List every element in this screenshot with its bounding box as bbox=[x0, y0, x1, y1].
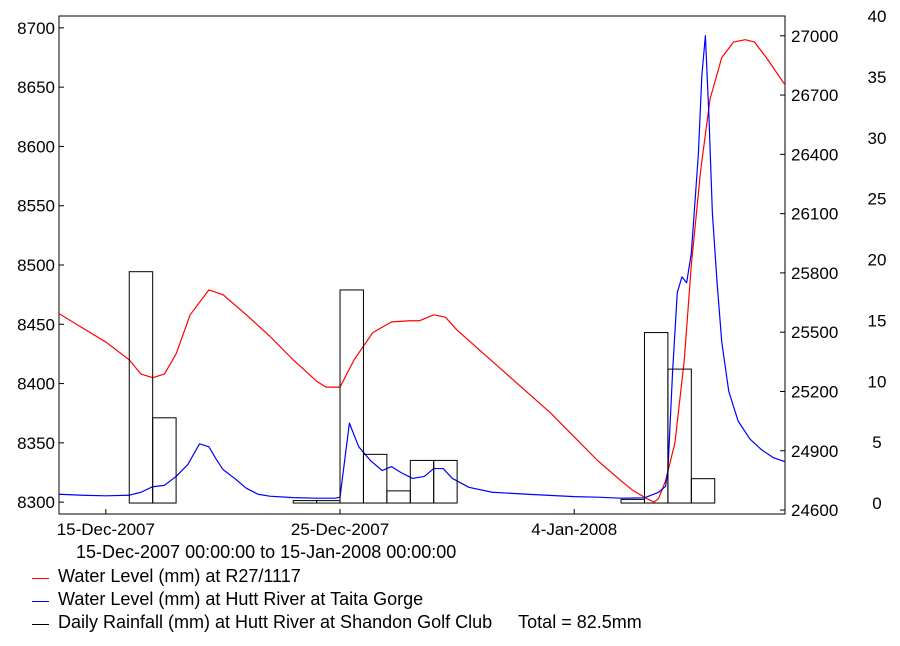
left-tick-label: 8500 bbox=[17, 256, 55, 275]
right-tick-label: 24900 bbox=[791, 442, 838, 461]
rainfall-bar bbox=[152, 417, 177, 504]
right-tick-label: 26400 bbox=[791, 145, 838, 164]
rainfall-tick-label: 5 bbox=[872, 433, 881, 452]
right-tick-label: 26100 bbox=[791, 205, 838, 224]
right-tick-label: 27000 bbox=[791, 27, 838, 46]
series-line-1 bbox=[59, 35, 785, 499]
legend-rainfall-total: Total = 82.5mm bbox=[518, 612, 642, 632]
legend-label-taita: Water Level (mm) at Hutt River at Taita … bbox=[58, 589, 424, 609]
series-layer bbox=[59, 35, 785, 504]
rainfall-bar bbox=[339, 289, 364, 504]
rainfall-bar bbox=[409, 459, 435, 504]
rainfall-bar bbox=[620, 498, 645, 504]
left-tick-label: 8700 bbox=[17, 19, 55, 38]
legend-swatch-taita bbox=[32, 601, 49, 602]
left-tick-label: 8400 bbox=[17, 375, 55, 394]
rainfall-bar bbox=[386, 490, 411, 504]
legend-swatch-r27 bbox=[32, 578, 49, 579]
legend-item-r27: Water Level (mm) at R27/1117 bbox=[0, 566, 900, 589]
rainfall-tick-label: 30 bbox=[868, 129, 887, 148]
rainfall-tick-label: 20 bbox=[868, 251, 887, 270]
legend-item-taita: Water Level (mm) at Hutt River at Taita … bbox=[0, 589, 900, 612]
plot-frame bbox=[58, 15, 786, 515]
legend-item-rainfall: Daily Rainfall (mm) at Hutt River at Sha… bbox=[0, 612, 900, 635]
rainfall-bar bbox=[362, 453, 388, 504]
rainfall-bar bbox=[690, 478, 716, 504]
rainfall-tick-label: 25 bbox=[868, 190, 887, 209]
legend-swatch-rainfall bbox=[32, 624, 49, 625]
rainfall-bar bbox=[316, 500, 341, 504]
left-tick-label: 8450 bbox=[17, 315, 55, 334]
date-range-label: 15-Dec-2007 00:00:00 to 15-Jan-2008 00:0… bbox=[76, 542, 457, 562]
legend: Water Level (mm) at R27/1117 Water Level… bbox=[0, 566, 900, 635]
rainfall-tick-label: 40 bbox=[868, 7, 887, 26]
x-tick-label: 25-Dec-2007 bbox=[291, 520, 389, 539]
rainfall-tick-label: 0 bbox=[872, 494, 881, 513]
legend-label-r27: Water Level (mm) at R27/1117 bbox=[58, 566, 301, 586]
rainfall-bar bbox=[292, 500, 318, 504]
x-tick-label: 15-Dec-2007 bbox=[57, 520, 155, 539]
rainfall-tick-label: 10 bbox=[868, 372, 887, 391]
chart: 15-Dec-2007 25-Dec-2007 4-Jan-2008 8300 8350… bbox=[17, 7, 886, 539]
rainfall-tick-label: 15 bbox=[868, 311, 887, 330]
tick-layer: 15-Dec-2007 25-Dec-2007 4-Jan-2008 8300 8350… bbox=[17, 7, 886, 539]
right-tick-label: 26700 bbox=[791, 86, 838, 105]
right-tick-label: 25500 bbox=[791, 323, 838, 342]
right-tick-label: 24600 bbox=[791, 501, 838, 520]
series-line-0 bbox=[59, 39, 785, 503]
plot-area bbox=[58, 15, 786, 515]
rainfall-bar bbox=[433, 459, 458, 504]
rainfall-bar bbox=[667, 368, 692, 504]
right-tick-label: 25800 bbox=[791, 264, 838, 283]
right-tick-label: 25200 bbox=[791, 382, 838, 401]
x-tick-label: 4-Jan-2008 bbox=[531, 520, 617, 539]
left-tick-label: 8550 bbox=[17, 197, 55, 216]
legend-label-rainfall: Daily Rainfall (mm) at Hutt River at Sha… bbox=[58, 612, 642, 633]
left-tick-label: 8600 bbox=[17, 137, 55, 156]
left-tick-label: 8300 bbox=[17, 493, 55, 512]
rainfall-tick-label: 35 bbox=[868, 68, 887, 87]
rainfall-bar bbox=[128, 271, 154, 504]
left-tick-label: 8350 bbox=[17, 434, 55, 453]
legend-rainfall-name: Daily Rainfall (mm) at Hutt River at Sha… bbox=[58, 612, 493, 632]
left-tick-label: 8650 bbox=[17, 78, 55, 97]
rainfall-bar bbox=[643, 332, 669, 504]
